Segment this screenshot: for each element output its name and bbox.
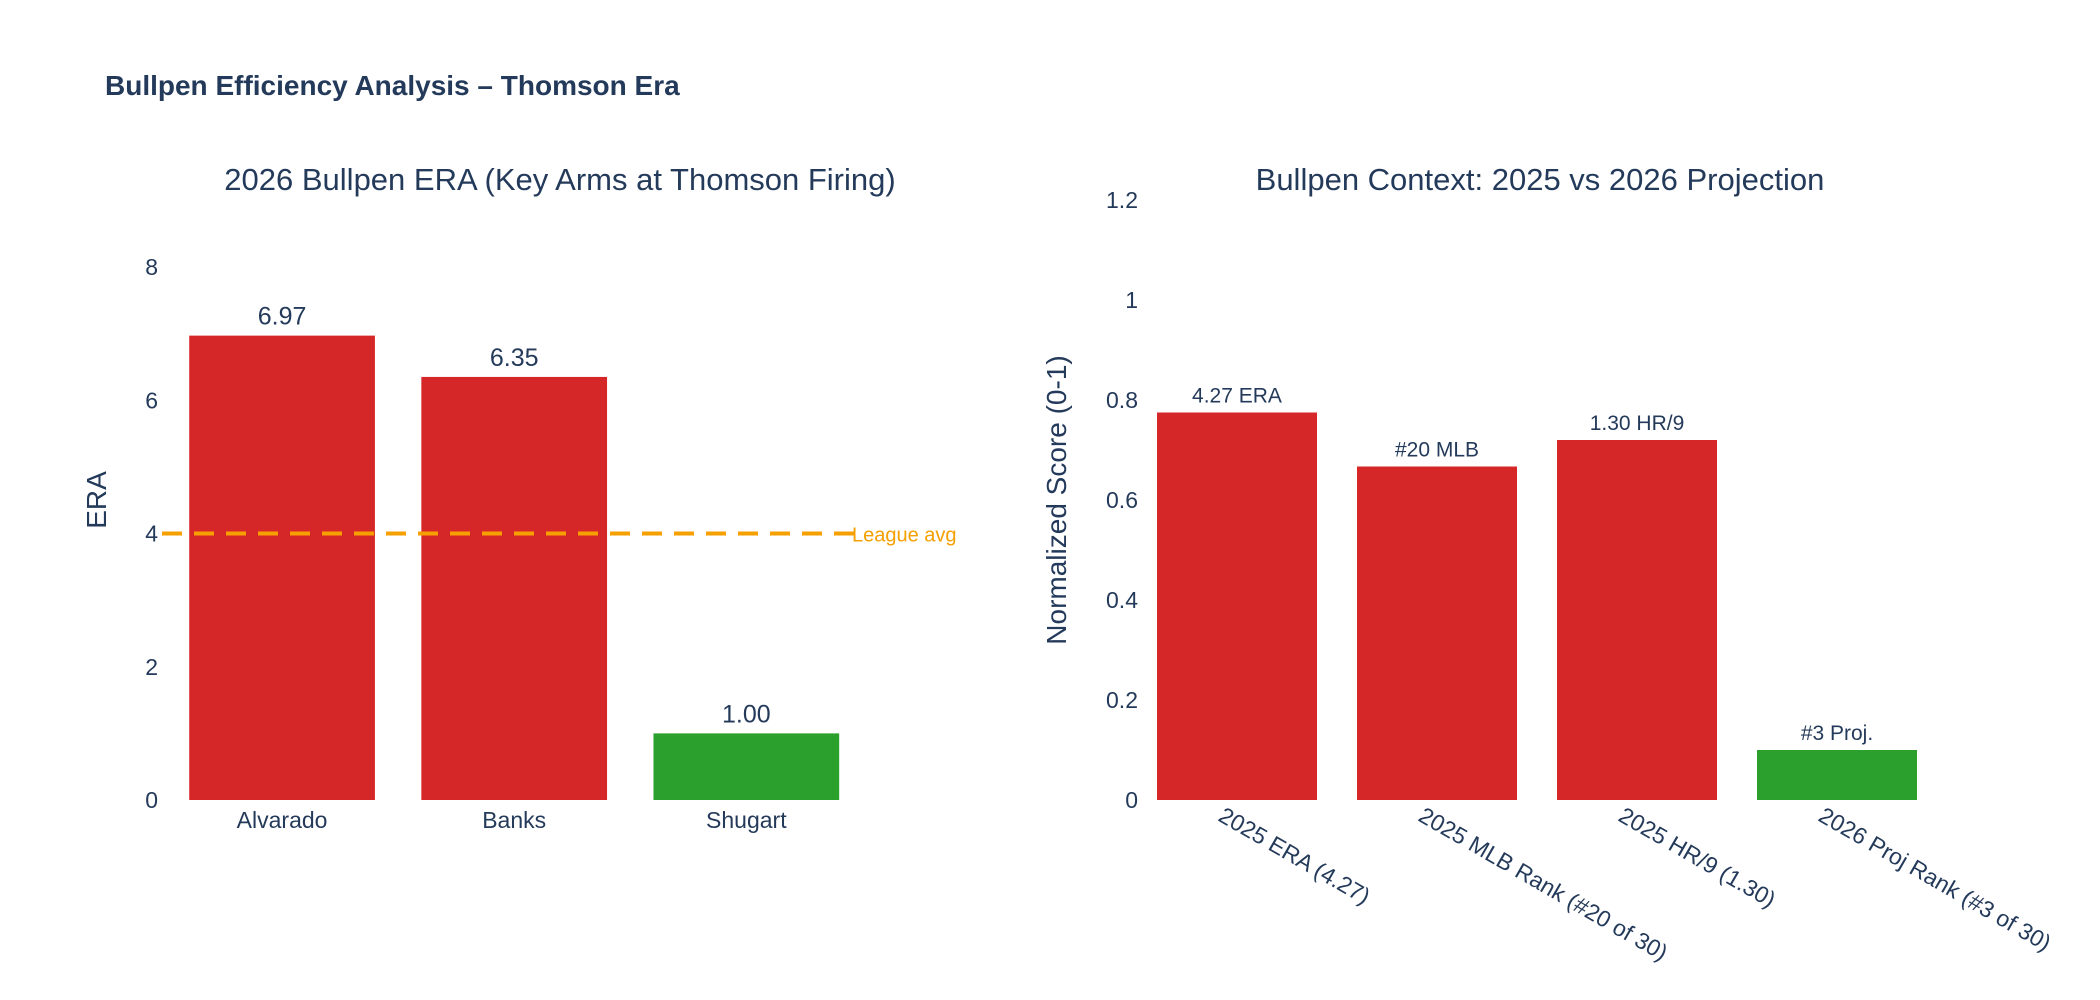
chart1-y-axis-label: ERA <box>81 471 112 529</box>
chart1-bar <box>189 335 375 800</box>
chart2-data-label: 1.30 HR/9 <box>1590 412 1685 435</box>
chart2-y-tick-label: 1 <box>1125 287 1138 313</box>
chart2-bar <box>1357 466 1517 800</box>
chart2-data-label: #20 MLB <box>1395 439 1479 462</box>
chart2-bar <box>1757 750 1917 800</box>
chart1-data-label: 6.97 <box>258 303 307 331</box>
chart1-x-tick-label: Alvarado <box>237 807 328 833</box>
chart1-bar <box>653 733 840 800</box>
chart1-y-tick-label: 6 <box>145 387 158 413</box>
chart1-x-tick-label: Shugart <box>706 807 787 833</box>
chart2-plot: 0 0.2 0.4 0.6 0.8 1 1.2 4.27 ERA 2025 ERA (4.27)… <box>1106 187 2056 966</box>
chart1-data-label: 1.00 <box>722 700 771 728</box>
chart2-data-label: #3 Proj. <box>1801 722 1873 745</box>
chart2-y-tick-label: 1.2 <box>1106 187 1138 213</box>
chart2-x-tick-label: 2025 ERA (4.27) <box>1215 802 1375 910</box>
chart2-data-label: 4.27 ERA <box>1192 385 1282 408</box>
chart1-plot: 0 2 4 6 8 6.97 Alvarado 6.35 Banks 1.00 Shugart Lea… <box>145 254 956 833</box>
chart2-x-tick-label: 2026 Proj Rank (#3 of 30) <box>1815 802 2056 956</box>
chart1-bar <box>421 376 608 800</box>
chart2-bar <box>1157 412 1317 800</box>
chart2-x-tick-label: 2025 HR/9 (1.30) <box>1615 802 1781 913</box>
chart1-title: 2026 Bullpen ERA (Key Arms at Thomson Fi… <box>224 162 895 197</box>
chart2-y-tick-label: 0.8 <box>1106 387 1138 413</box>
chart2-bar <box>1557 440 1717 800</box>
chart2-title: Bullpen Context: 2025 vs 2026 Projection <box>1256 162 1825 197</box>
chart1-y-tick-label: 8 <box>145 254 158 280</box>
chart1-y-tick-label: 0 <box>145 787 158 813</box>
chart2-y-tick-label: 0.6 <box>1106 487 1138 513</box>
chart1-y-tick-label: 2 <box>145 654 158 680</box>
main-title: Bullpen Efficiency Analysis – Thomson Er… <box>105 70 680 101</box>
chart2-y-axis-label: Normalized Score (0-1) <box>1041 355 1072 644</box>
chart1-x-tick-label: Banks <box>482 807 546 833</box>
chart2-y-tick-label: 0.2 <box>1106 687 1138 713</box>
chart1-y-tick-label: 4 <box>145 521 158 547</box>
chart2-y-tick-label: 0 <box>1125 787 1138 813</box>
chart1-data-label: 6.35 <box>490 344 539 372</box>
chart1-league-avg-label: League avg <box>852 525 957 547</box>
chart2-y-tick-label: 0.4 <box>1106 587 1138 613</box>
